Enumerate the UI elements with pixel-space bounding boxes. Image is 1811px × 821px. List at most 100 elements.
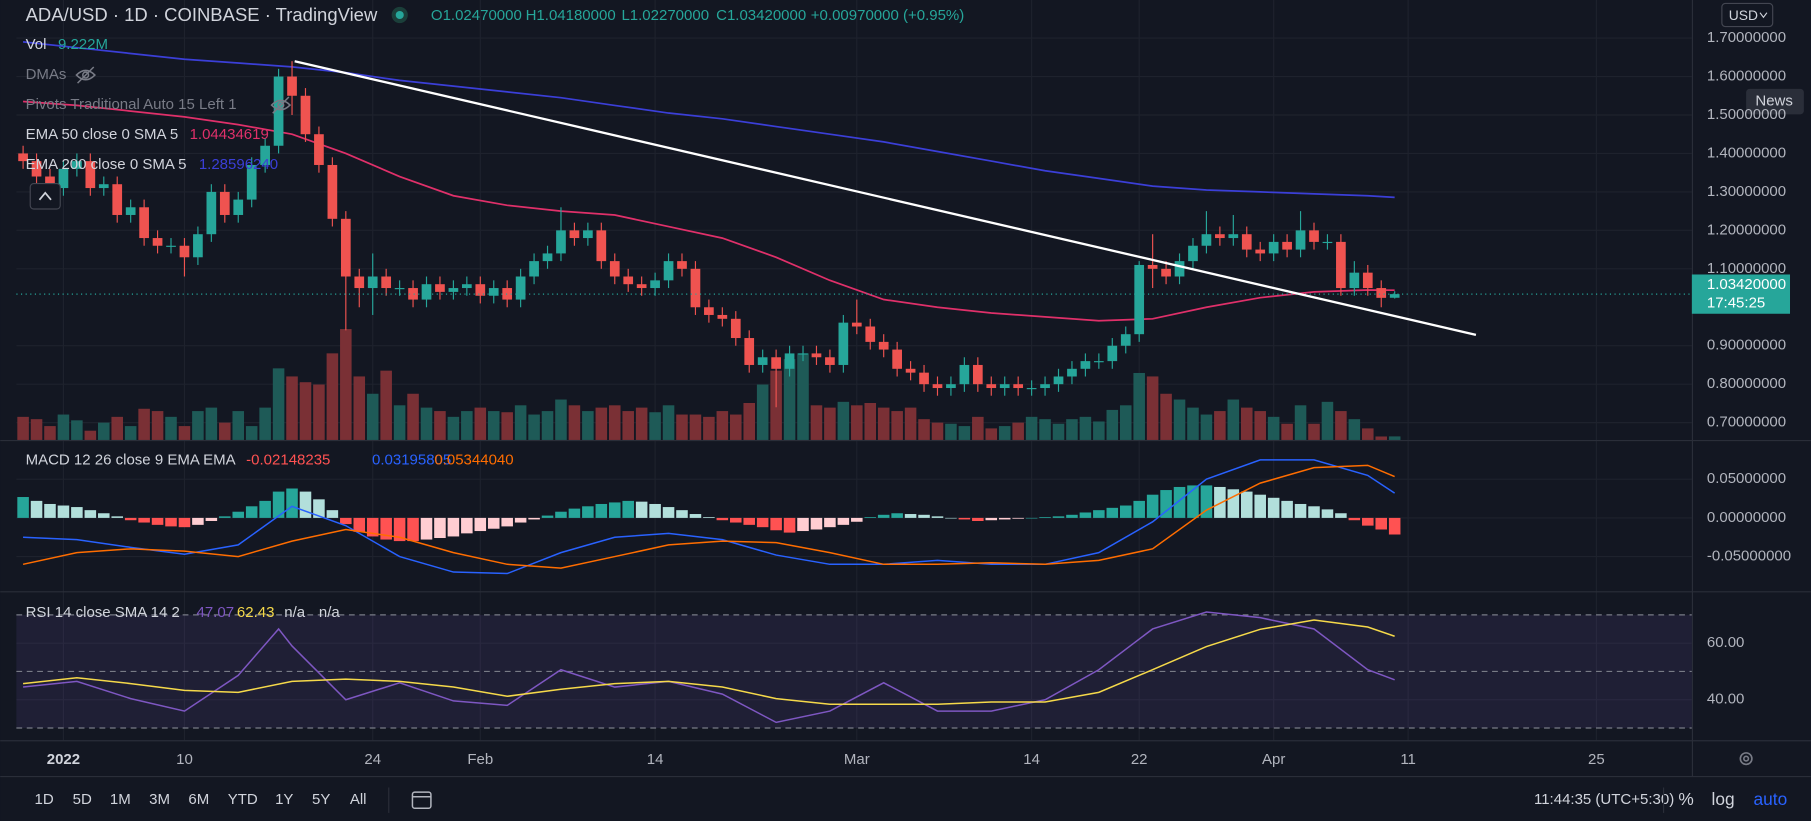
- range-button[interactable]: 5D: [73, 791, 92, 808]
- volume-bar: [864, 402, 877, 440]
- candle-body: [314, 134, 324, 165]
- indicator-label: DMAs: [26, 66, 67, 83]
- volume-bar: [299, 382, 312, 440]
- candle-body: [367, 276, 378, 289]
- macd-line: [23, 459, 1396, 575]
- news-button[interactable]: [1746, 88, 1804, 115]
- macd-line: [22, 464, 1395, 569]
- volume-bar: [635, 407, 648, 440]
- volume-bar: [622, 411, 634, 440]
- volume-bar: [84, 430, 97, 440]
- volume-bar: [1294, 405, 1307, 440]
- candle-body: [663, 261, 674, 281]
- collapse-button[interactable]: [29, 183, 61, 210]
- range-button[interactable]: 1D: [34, 791, 53, 808]
- x-tick-label: Feb: [467, 751, 493, 768]
- volume-bar: [313, 384, 325, 440]
- range-button[interactable]: 1Y: [275, 791, 293, 808]
- candle-body: [246, 164, 257, 200]
- volume-bar: [178, 426, 191, 440]
- ohlc-low: L1.02270000: [621, 7, 709, 24]
- volume-bar: [877, 407, 890, 440]
- volume-bar: [393, 405, 406, 440]
- x-tick-label: 22: [1131, 751, 1148, 768]
- volume-bar: [434, 411, 446, 440]
- x-tick-label: 10: [176, 751, 193, 768]
- candle-body: [233, 199, 244, 215]
- candle-body: [340, 218, 351, 277]
- macd-histogram-bar: [635, 501, 648, 518]
- volume-bar: [904, 407, 917, 440]
- volume-bar: [743, 402, 756, 440]
- macd-histogram-bar: [393, 517, 406, 542]
- auto-toggle[interactable]: auto: [1754, 789, 1788, 809]
- candle-body: [488, 288, 499, 296]
- volume-bar: [972, 416, 984, 440]
- candle-body: [381, 276, 392, 289]
- candle-body: [1188, 245, 1198, 262]
- candle-body: [1067, 368, 1077, 377]
- candle-body: [946, 384, 956, 389]
- volume-bar: [340, 329, 352, 440]
- candle-body: [1376, 288, 1387, 298]
- candle-body: [1268, 241, 1279, 254]
- macd-label: MACD 12 26 close 9 EMA EMA: [26, 452, 236, 469]
- currency-button[interactable]: [1721, 2, 1774, 28]
- candle-body: [569, 230, 580, 239]
- candle-body: [45, 176, 55, 189]
- macd-histogram-bar: [299, 491, 312, 518]
- candle-body: [1174, 261, 1185, 277]
- price-label: 1.03420000: [1707, 276, 1786, 293]
- candle-body: [273, 76, 284, 146]
- hidden-icon[interactable]: [270, 96, 292, 114]
- news-label: News: [1755, 93, 1793, 110]
- range-button[interactable]: 3M: [149, 791, 170, 808]
- range-button[interactable]: YTD: [228, 791, 258, 808]
- macd-histogram-bar: [689, 514, 702, 518]
- macd-histogram-bar: [622, 500, 634, 518]
- x-tick-label: 2022: [47, 751, 80, 768]
- volume-bar: [1362, 428, 1374, 440]
- macd-histogram-bar: [1079, 512, 1092, 518]
- macd-histogram-bar: [931, 516, 944, 518]
- candle-body: [206, 191, 217, 235]
- macd-histogram-bar: [434, 517, 446, 539]
- volume-bar: [44, 426, 56, 440]
- log-toggle[interactable]: log: [1711, 789, 1734, 809]
- macd-histogram-bar: [17, 497, 29, 518]
- range-button[interactable]: 5Y: [312, 791, 330, 808]
- trend-line[interactable]: [294, 60, 1477, 336]
- candle-body: [1255, 249, 1266, 254]
- rsi-sma-value: 62.43: [237, 604, 275, 621]
- date-range-icon[interactable]: [411, 791, 432, 810]
- volume-bar: [487, 411, 500, 440]
- candle-body: [72, 161, 82, 169]
- range-button[interactable]: 1M: [110, 791, 131, 808]
- volume-bar: [1335, 411, 1347, 440]
- candle-body: [999, 384, 1010, 389]
- volume-bar: [918, 419, 930, 440]
- candle-body: [475, 284, 486, 296]
- volume-bar: [326, 353, 339, 440]
- hidden-icon[interactable]: [75, 66, 96, 84]
- candle-body: [744, 338, 755, 365]
- candle-body: [972, 364, 983, 385]
- macd-histogram-bar: [595, 503, 608, 518]
- percent-toggle[interactable]: %: [1678, 789, 1693, 809]
- volume-bar: [205, 407, 218, 440]
- volume-bar: [232, 411, 245, 440]
- candle-body: [18, 153, 28, 162]
- macd-histogram-bar: [649, 503, 661, 518]
- range-button[interactable]: 6M: [188, 791, 209, 808]
- settings-icon[interactable]: [1739, 752, 1753, 766]
- macd-histogram-bar: [474, 517, 487, 532]
- range-button[interactable]: All: [350, 791, 367, 808]
- macd-histogram-bar: [286, 488, 298, 518]
- candle-body: [757, 357, 768, 365]
- macd-histogram-bar: [1106, 507, 1119, 518]
- macd-histogram-bar: [555, 511, 567, 518]
- candle-body: [152, 238, 163, 246]
- volume-bar: [1187, 407, 1199, 440]
- macd-histogram-bar: [1308, 506, 1320, 518]
- candle-body: [596, 230, 607, 262]
